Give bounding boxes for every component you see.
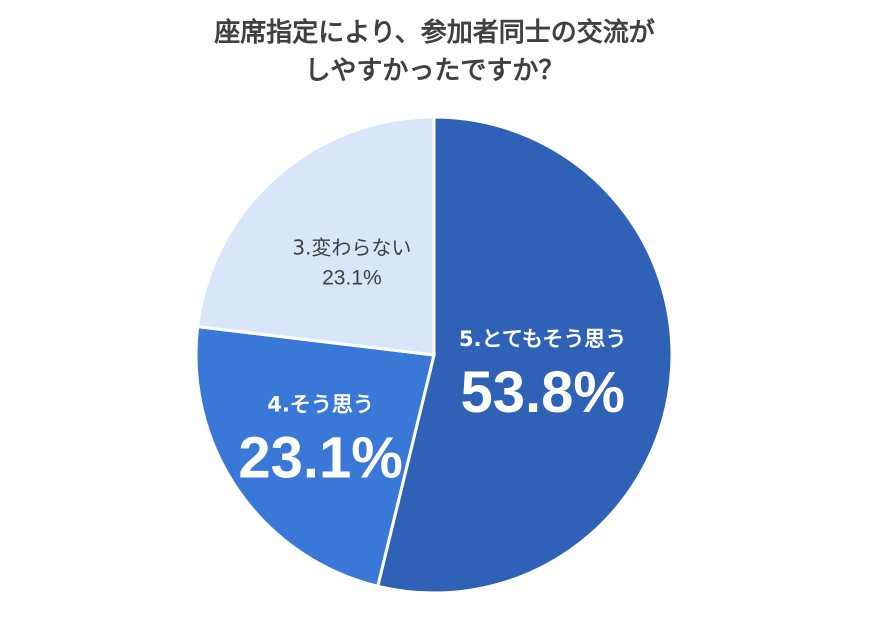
- pie-slice-1: [375, 115, 674, 595]
- pie-slice-3: [196, 115, 436, 357]
- chart-title-line-1: 座席指定により、参加者同士の交流が: [214, 18, 655, 48]
- chart-title: 座席指定により、参加者同士の交流が しやすかったですか？: [0, 14, 869, 90]
- pie-labels: 5.とてもそう思う 53.8% 4.そう思う 23.1% 3.変わらない 23.1%: [238, 235, 626, 490]
- slice-value-3: 23.1%: [322, 266, 382, 289]
- pie-slice-2: [194, 324, 436, 589]
- slice-value-1: 53.8%: [460, 360, 624, 425]
- slice-label-1: 5.とてもそう思う: [459, 327, 627, 351]
- slice-label-2: 4.そう思う: [267, 393, 374, 417]
- slice-value-2: 23.1%: [238, 426, 402, 491]
- slice-label-3: 3.変わらない: [292, 235, 411, 259]
- chart-title-line-2: しやすかったですか？: [304, 56, 565, 86]
- pie-slices: [194, 115, 674, 595]
